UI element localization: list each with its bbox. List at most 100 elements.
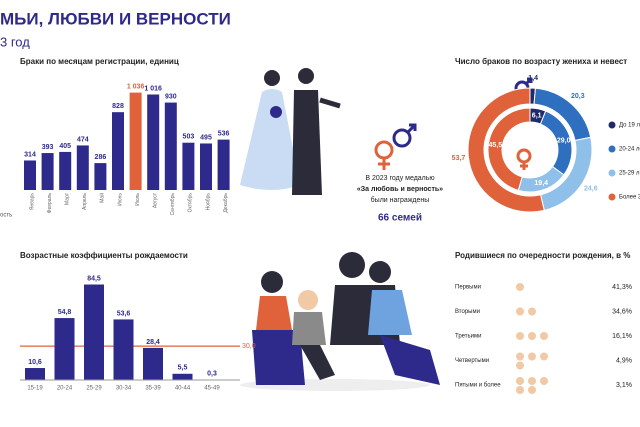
row-label: Третьими [455,334,482,340]
reference-label: 30,0 [242,343,256,350]
bar [76,145,89,190]
value-label: 41,3% [612,284,632,291]
value-label: 45,5 [489,142,503,149]
legend-label: До 19 л [619,123,640,129]
value-label: 24,6 [584,185,598,192]
x-tick-label: 35-39 [145,386,161,392]
baby-icon [516,361,524,370]
row-label: Первыми [455,285,481,291]
baby-icon [540,332,548,340]
bar [129,92,142,190]
x-tick-label: Февраль [47,193,53,214]
value-label: 536 [218,130,230,137]
bar [200,143,212,190]
bar [112,112,124,190]
baby-icon [516,386,524,394]
value-label: 53,6 [117,310,131,317]
bar [172,373,193,380]
value-label: 0,3 [207,371,217,378]
baby-icon [540,352,548,361]
chart-title: Браки по месяцам регистрации, единиц [20,57,179,66]
legend-swatch [608,193,616,201]
x-tick-label: Апрель [82,193,88,210]
medal-count: 66 семей [378,213,422,224]
fragment: ость [0,213,12,219]
value-label: 828 [112,103,124,110]
medal-text: «За любовь и верность» [357,185,443,193]
baby-icon [516,332,524,340]
value-label: 54,8 [58,309,72,316]
value-label: 29,0 [557,137,571,144]
bar [54,318,75,380]
chart-title: Число браков по возрасту жениха и невест [455,57,627,66]
x-tick-label: Январь [29,193,35,211]
legend-label: 25-29 л [619,171,640,177]
bar [84,284,104,380]
bar [217,139,230,190]
value-label: 286 [95,154,107,161]
x-tick-label: 30-34 [116,386,132,392]
value-label: 405 [59,143,71,150]
chart-title: Родившиеся по очередности рождения, в % [455,251,630,260]
baby-icon [516,283,524,291]
legend-swatch [608,169,616,177]
baby-icon [540,377,548,385]
legend-label: Более 3 [619,195,640,201]
x-tick-label: Май [99,193,106,203]
x-tick-label: Ноябрь [205,193,211,211]
value-label: 503 [183,134,195,141]
value-label: 3,1% [616,382,632,389]
legend-swatch [608,121,616,129]
value-label: 5,5 [178,365,188,372]
value-label: 495 [200,134,212,141]
bar [59,151,72,190]
value-label: 6,1 [532,112,542,119]
gender-icons [374,77,533,170]
value-label: 84,5 [87,275,101,282]
baby-icon [528,377,536,385]
bar [143,347,163,380]
bar [164,102,177,190]
value-label: 4,9% [616,357,632,364]
value-label: 1,4 [528,75,538,82]
value-label: 314 [24,151,36,158]
legend-swatch [608,145,616,153]
baby-icon [528,332,536,340]
bar [94,163,107,190]
bar [182,142,195,190]
bar [113,319,134,380]
legend-label: 20-24 ле [619,147,640,153]
value-label: 16,1% [612,333,632,340]
bar [41,153,54,190]
header-title: МЬИ, ЛЮБВИ И ВЕРНОСТИ [0,9,231,28]
value-label: 474 [77,136,89,143]
row-label: Пятыми и более [455,383,501,389]
x-tick-label: 40-44 [175,386,191,392]
value-label: 1 036 [127,83,145,90]
baby-icon [528,386,536,394]
donut-segment [487,107,531,191]
row-label: Четвертыми [455,358,489,364]
baby-icon [516,377,524,385]
bar [24,160,36,190]
baby-icon [516,352,524,361]
value-label: 34,6% [612,308,632,315]
x-tick-label: 45-49 [204,386,220,392]
baby-icon [528,307,536,316]
x-tick-label: Октябрь [188,193,194,213]
x-tick-label: 20-24 [57,386,73,392]
x-tick-label: 15-19 [27,386,43,392]
x-tick-label: Март [65,192,71,205]
medal-text: В 2023 году медалью [365,175,434,182]
x-tick-label: Август [153,192,159,208]
bar [147,94,160,190]
medal-text: были награждены [371,196,430,204]
value-label: 930 [165,93,177,100]
baby-icon [516,307,524,316]
x-tick-label: Июнь [117,193,123,206]
value-label: 20,3 [571,93,585,100]
bar [25,368,45,380]
donut-segment [467,87,545,213]
header-subtitle: 3 год [0,34,30,49]
